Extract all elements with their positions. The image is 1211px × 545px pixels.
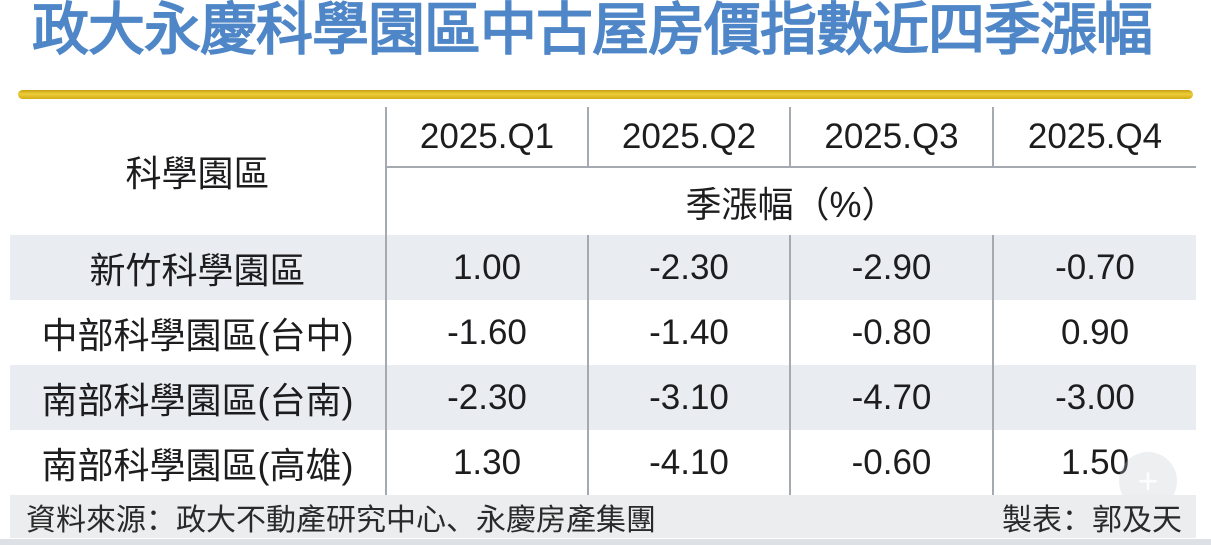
cell-value: -3.00 (992, 365, 1196, 430)
row-label-southern-tainan: 南部科學園區(台南) (41, 379, 354, 421)
cell-value: -1.40 (587, 300, 790, 365)
bottom-edge-strip (0, 539, 1211, 545)
table-row: 新竹科學園區 1.00 -2.30 -2.90 -0.70 (10, 235, 1196, 300)
footer-bar: 資料來源：政大不動產研究中心、永慶房產集團 製表：郭及天 (10, 495, 1196, 538)
table-credit-text: 製表：郭及天 (1002, 503, 1182, 537)
column-header-q4: 2025.Q4 (992, 107, 1196, 168)
cell-value: -0.80 (789, 300, 993, 365)
subheader-quarterly-change: 季漲幅（%） (385, 167, 1196, 235)
table-row: 中部科學園區(台中) -1.60 -1.40 -0.80 0.90 (10, 300, 1196, 365)
table-header-row: 科學園區 2025.Q1 2025.Q2 2025.Q3 2025.Q4 (10, 107, 1196, 194)
page-title: 政大永慶科學園區中古屋房價指數近四季漲幅 (32, 0, 1153, 62)
title-divider-line (18, 90, 1193, 99)
row-label-southern-kaohsiung: 南部科學園區(高雄) (41, 444, 354, 486)
cell-value: -1.60 (385, 300, 588, 365)
column-header-q2: 2025.Q2 (587, 107, 790, 168)
row-label-hsinchu: 新竹科學園區 (89, 249, 306, 291)
table-row: 南部科學園區(高雄) 1.30 -4.10 -0.60 1.50 (10, 430, 1196, 495)
column-header-q3: 2025.Q3 (789, 107, 993, 168)
data-source-text: 資料來源：政大不動產研究中心、永慶房產集團 (26, 503, 656, 537)
row-label-central-taichung: 中部科學園區(台中) (41, 314, 354, 356)
cell-value: -3.10 (587, 365, 790, 430)
cell-value: -4.10 (587, 430, 790, 495)
cell-value: 1.00 (385, 235, 588, 300)
cell-value: 0.90 (992, 300, 1196, 365)
price-index-table: 科學園區 2025.Q1 2025.Q2 2025.Q3 2025.Q4 季漲幅… (10, 107, 1196, 495)
cell-value: -2.90 (789, 235, 993, 300)
cell-value: 1.50 (992, 430, 1196, 495)
column-header-q1: 2025.Q1 (385, 107, 588, 168)
cell-value: -2.30 (587, 235, 790, 300)
cell-value: -0.70 (992, 235, 1196, 300)
cell-value: -2.30 (385, 365, 588, 430)
cell-value: -0.60 (789, 430, 993, 495)
column-header-science-park: 科學園區 (125, 153, 270, 194)
cell-value: -4.70 (789, 365, 993, 430)
table-subheader-row: 季漲幅（%） (10, 167, 1196, 235)
table-row: 南部科學園區(台南) -2.30 -3.10 -4.70 -3.00 (10, 365, 1196, 430)
cell-value: 1.30 (385, 430, 588, 495)
